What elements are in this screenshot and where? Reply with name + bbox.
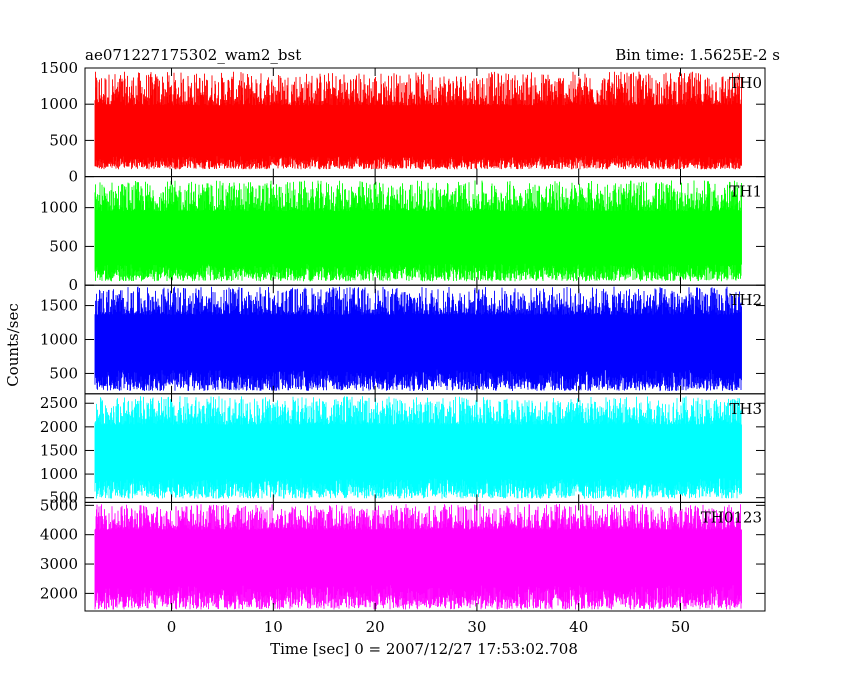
y-tick-label: 1000 [40,95,78,113]
y-tick-label: 0 [68,168,78,186]
y-tick-label: 4000 [40,526,78,544]
y-tick-label: 5000 [40,496,78,514]
series-th3 [94,396,742,499]
series-th2 [94,286,742,392]
panel-label-th2: TH2 [729,291,762,309]
y-tick-label: 1500 [40,441,78,459]
y-tick-label: 2000 [40,584,78,602]
x-tick-label: 40 [569,618,588,636]
series-th0 [94,71,742,170]
y-tick-label: 1000 [40,465,78,483]
x-tick-label: 50 [671,618,690,636]
x-tick-label: 10 [264,618,283,636]
y-tick-label: 1500 [40,59,78,77]
panel-frame-th0123 [84,501,766,612]
y-tick-label: 2500 [40,394,78,412]
y-tick-label: 1000 [40,199,78,217]
panel-label-th0123: TH0123 [701,508,762,526]
y-tick-label: 500 [49,131,78,149]
y-tick-label: 500 [49,364,78,382]
series-th1 [94,180,742,282]
chart-title: ae071227175302_wam2_bst [85,46,301,64]
y-tick-label: 500 [49,489,78,507]
series-th0123 [94,503,742,610]
x-tick-label: 0 [167,618,177,636]
x-tick-label: 30 [467,618,486,636]
panel-label-th3: TH3 [729,400,762,418]
panel-label-th1: TH1 [729,183,762,201]
bin-time-label: Bin time: 1.5625E-2 s [615,46,780,64]
panel-label-th0: TH0 [729,74,762,92]
y-tick-label: 3000 [40,555,78,573]
x-axis-label: Time [sec] 0 = 2007/12/27 17:53:02.708 [270,640,578,658]
y-axis-label: Counts/sec [4,303,22,387]
y-tick-label: 0 [68,276,78,294]
x-tick-label: 20 [366,618,385,636]
y-tick-label: 2000 [40,418,78,436]
y-tick-label: 500 [49,237,78,255]
y-tick-label: 1000 [40,331,78,349]
y-tick-label: 1500 [40,297,78,315]
